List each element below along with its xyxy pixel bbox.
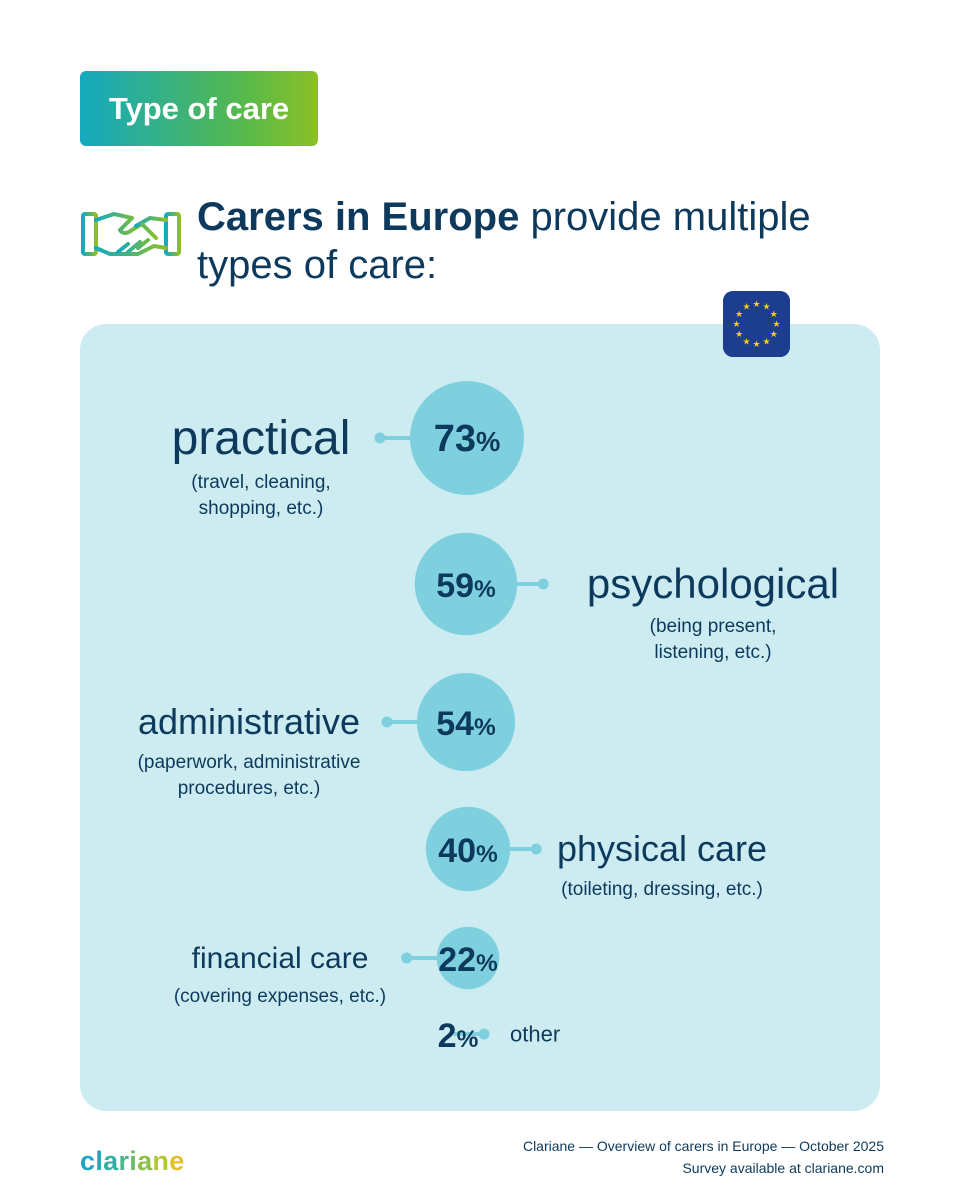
clariane-logo: clariane — [80, 1146, 185, 1176]
category-detail: (covering expenses, etc.) — [174, 986, 386, 1007]
category-detail: (travel, cleaning, — [191, 472, 330, 493]
section-badge: Type of care — [80, 71, 318, 146]
category-detail: (being present, — [650, 616, 777, 637]
connector-dot — [381, 716, 393, 728]
value-label: 2% — [438, 1017, 479, 1055]
category-label: psychological — [587, 560, 839, 607]
flag-star: ★ — [732, 320, 740, 330]
flag-star: ★ — [735, 330, 743, 340]
value-label: 59% — [436, 567, 496, 605]
flag-star: ★ — [770, 310, 778, 320]
flag-star: ★ — [762, 337, 770, 347]
bubble-chart: 73% practical (travel, cleaning, shopping, … — [138, 381, 839, 1055]
category-label: practical — [172, 412, 351, 465]
flag-star: ★ — [762, 303, 770, 313]
page-title-rest: provide multiple types of care: — [197, 195, 811, 287]
flag-star: ★ — [742, 303, 750, 313]
category-label: financial care — [192, 942, 369, 975]
footer-source-line: Clariane — Overview of carers in Europe … — [522, 1138, 884, 1154]
value-label: 54% — [436, 705, 496, 743]
footer-survey-line: Survey available at clariane.com — [682, 1160, 884, 1176]
value-label: 73% — [434, 418, 501, 460]
eu-flag-icon: ★ ★★★★★★★★★★★ — [723, 291, 790, 357]
connector-dot — [374, 432, 386, 444]
footer-source: Clariane — Overview of carers in Europe … — [523, 1135, 884, 1179]
value-bubble — [414, 532, 518, 636]
section-badge-label: Type of care — [108, 90, 290, 126]
value-bubble — [425, 806, 511, 892]
value-bubble — [410, 381, 524, 495]
connector-dot — [401, 952, 413, 964]
connector-dot — [537, 578, 549, 590]
category-label: other — [510, 1021, 560, 1046]
category-detail: shopping, etc.) — [199, 498, 324, 519]
category-label: physical care — [557, 828, 767, 869]
page-title: Carers in Europe provide multiple types … — [197, 193, 897, 289]
category-detail: (toileting, dressing, etc.) — [561, 879, 763, 900]
flag-star: ★ — [772, 320, 780, 330]
flag-star: ★ — [770, 330, 778, 340]
connector-dot — [478, 1028, 490, 1040]
category-detail: procedures, etc.) — [178, 778, 321, 799]
flag-star: ★ — [752, 340, 760, 350]
flag-star: ★ — [752, 300, 760, 310]
flag-star: ★ — [735, 310, 743, 320]
flag-star: ★ — [742, 337, 750, 347]
value-bubble — [436, 926, 500, 990]
value-bubble — [416, 672, 516, 772]
value-label: 40% — [438, 832, 498, 870]
flag-field — [723, 291, 790, 357]
page-title-bold: Carers in Europe — [197, 195, 520, 239]
category-detail: listening, etc.) — [654, 642, 771, 663]
category-detail: (paperwork, administrative — [138, 752, 361, 773]
value-label: 22% — [438, 941, 498, 979]
category-label: administrative — [138, 701, 360, 742]
handshake-icon — [81, 212, 181, 256]
connector-dot — [530, 843, 542, 855]
